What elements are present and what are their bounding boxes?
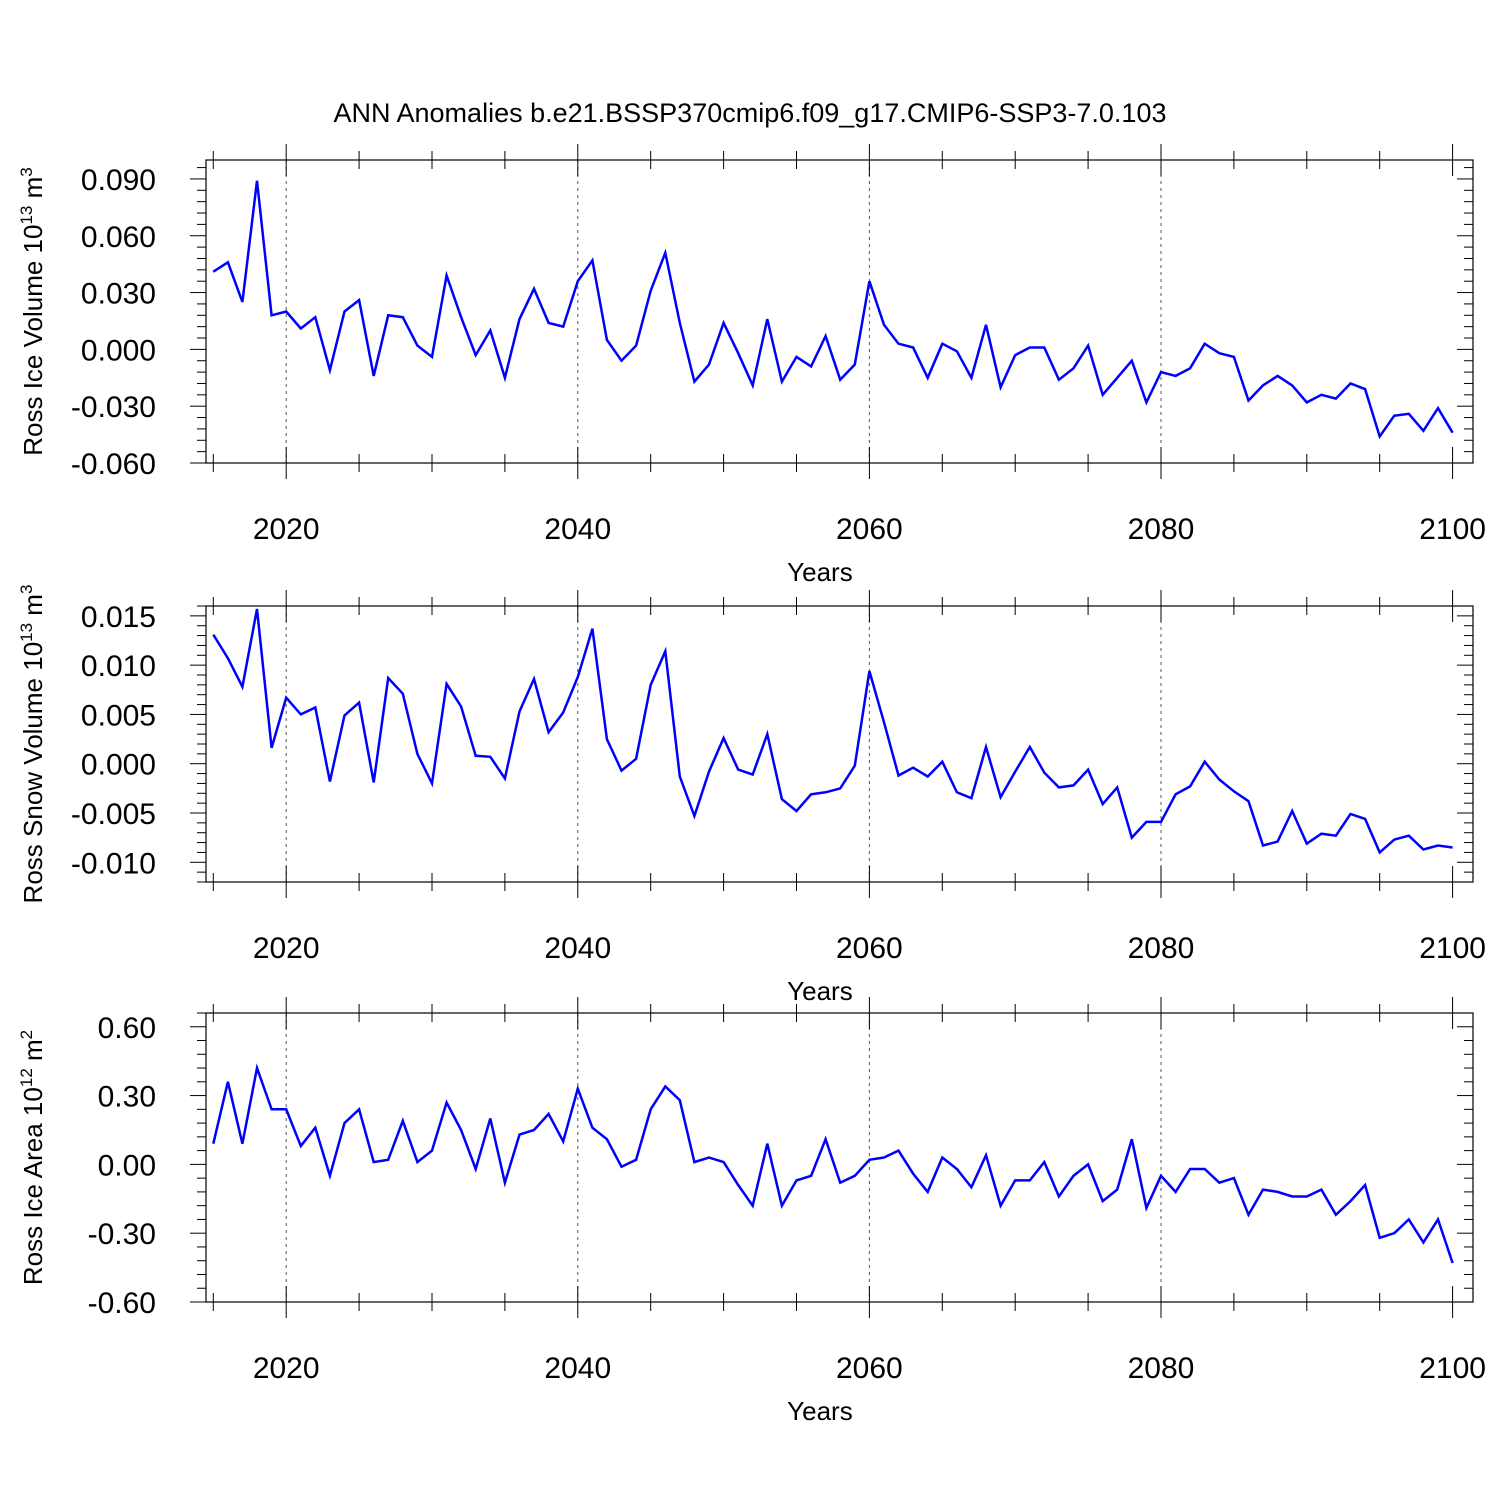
figure-title: ANN Anomalies b.e21.BSSP370cmip6.f09_g17… xyxy=(333,98,1167,128)
series-line xyxy=(212,180,1454,440)
x-tick-label: 2100 xyxy=(1419,1352,1486,1385)
y-tick-label: 0.090 xyxy=(81,164,156,197)
y-tick-label: -0.010 xyxy=(71,847,156,880)
panel-ice-volume: 2020 2040 2060 2080 2100 -0.060 -0.030 0.000 0.0… xyxy=(17,144,1486,587)
y-tick-label: 0.60 xyxy=(98,1012,156,1045)
y-tick-label: 0.000 xyxy=(81,749,156,782)
plot-frame xyxy=(205,159,1474,464)
y-tick-label: -0.030 xyxy=(71,391,156,424)
x-tick-label: 2040 xyxy=(544,513,611,546)
x-axis-label: Years xyxy=(787,1396,853,1426)
y-tick-label: 0.015 xyxy=(81,601,156,634)
series-line xyxy=(212,608,1453,855)
y-axis-label: Ross Ice Volume 1013 m3 xyxy=(17,167,48,456)
plot-frame xyxy=(205,1012,1474,1303)
y-axis-label: Ross Ice Area 1012 m2 xyxy=(17,1030,48,1285)
y-tick-label: 0.00 xyxy=(98,1149,156,1182)
x-tick-label: 2020 xyxy=(253,932,320,965)
y-tick-label: -0.005 xyxy=(71,798,156,831)
y-tick-label: 0.060 xyxy=(81,221,156,254)
y-axis-label: Ross Snow Volume 1013 m3 xyxy=(17,585,48,904)
x-tick-label: 2100 xyxy=(1419,513,1486,546)
x-axis-label: Years xyxy=(787,557,853,587)
y-tick-label: 0.030 xyxy=(81,278,156,311)
y-tick-label: 0.30 xyxy=(98,1081,156,1114)
panel-snow-volume: 2020 2040 2060 2080 2100 -0.010 -0.005 0.000 0.0… xyxy=(17,585,1486,1006)
x-tick-label: 2100 xyxy=(1419,932,1486,965)
y-tick-label: 0.005 xyxy=(81,699,156,732)
x-axis-label: Years xyxy=(787,976,853,1006)
y-tick-label: 0.010 xyxy=(81,650,156,683)
x-tick-label: 2080 xyxy=(1128,513,1195,546)
panel-ice-area: 2020 2040 2060 2080 2100 -0.60 -0.30 0.00 0.30 0.… xyxy=(17,997,1486,1426)
x-tick-label: 2060 xyxy=(836,1352,903,1385)
x-tick-label: 2080 xyxy=(1128,932,1195,965)
x-tick-label: 2020 xyxy=(253,513,320,546)
x-tick-label: 2060 xyxy=(836,932,903,965)
series-line xyxy=(212,1063,1454,1264)
x-tick-label: 2060 xyxy=(836,513,903,546)
x-tick-label: 2040 xyxy=(544,932,611,965)
plot-frame xyxy=(205,605,1474,883)
y-tick-label: 0.000 xyxy=(81,334,156,367)
x-tick-label: 2040 xyxy=(544,1352,611,1385)
x-tick-label: 2080 xyxy=(1128,1352,1195,1385)
y-tick-label: -0.30 xyxy=(88,1218,156,1251)
x-tick-label: 2020 xyxy=(253,1352,320,1385)
y-tick-label: -0.060 xyxy=(71,448,156,481)
y-tick-label: -0.60 xyxy=(88,1287,156,1320)
